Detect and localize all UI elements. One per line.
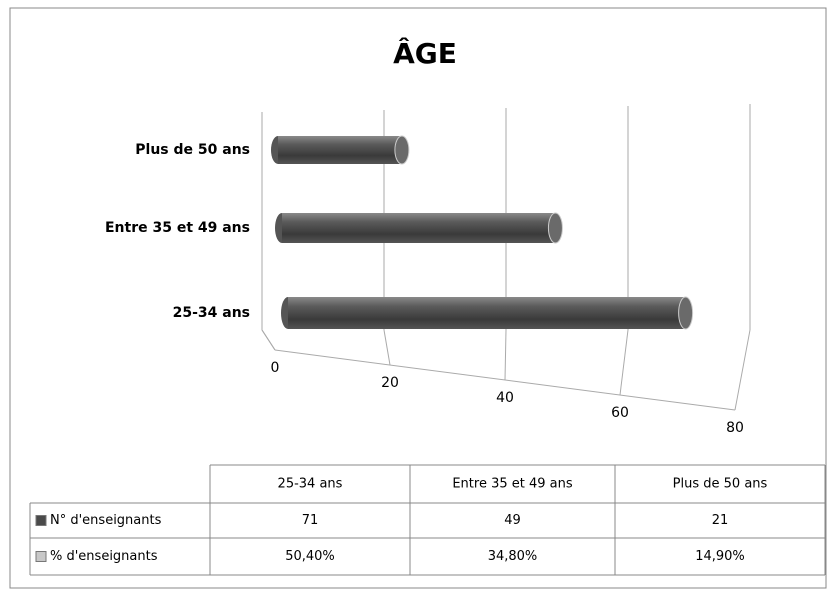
table-header: Entre 35 et 49 ans — [452, 477, 573, 492]
bar — [275, 212, 563, 244]
table-cell: 34,80% — [488, 549, 538, 564]
plot-area: 0 20 40 60 80 25-34 ans Entre 35 et 49 ans Plus… — [105, 104, 751, 436]
grid-line — [734, 329, 751, 411]
bar-body — [278, 136, 402, 164]
bar — [281, 296, 694, 330]
category-label: 25-34 ans — [173, 305, 250, 321]
bar — [271, 135, 410, 165]
grid-line — [261, 329, 276, 351]
table-cell: 21 — [712, 513, 729, 528]
table-header: 25-34 ans — [278, 477, 343, 492]
category-label: Entre 35 et 49 ans — [105, 220, 250, 236]
floor-front — [274, 349, 736, 411]
table-cell: 50,40% — [285, 549, 335, 564]
legend-label: N° d'enseignants — [50, 513, 162, 528]
table-cell: 14,90% — [695, 549, 745, 564]
bar-body — [288, 297, 686, 329]
x-tick-label: 20 — [381, 375, 399, 391]
bar-end — [394, 135, 410, 165]
legend-swatch — [35, 551, 47, 562]
table-cell: 49 — [504, 513, 521, 528]
grid-line — [504, 329, 507, 381]
bar-end — [547, 212, 563, 244]
chart-title: ÂGE — [393, 36, 457, 70]
grid-line — [619, 329, 629, 396]
bar-end — [678, 296, 694, 330]
category-label: Plus de 50 ans — [135, 142, 250, 158]
x-tick-label: 40 — [496, 390, 514, 406]
bar-body — [282, 213, 556, 243]
table-cell: 71 — [302, 513, 319, 528]
x-tick-label: 60 — [611, 405, 629, 421]
legend-swatch — [35, 515, 47, 526]
data-table: 25-34 ans Entre 35 et 49 ans Plus de 50 an… — [29, 464, 826, 576]
table-header: Plus de 50 ans — [673, 477, 768, 492]
x-tick-label: 0 — [271, 360, 280, 376]
x-tick-label: 80 — [726, 420, 744, 436]
legend-label: % d'enseignants — [50, 549, 158, 564]
grid-line — [383, 329, 391, 366]
